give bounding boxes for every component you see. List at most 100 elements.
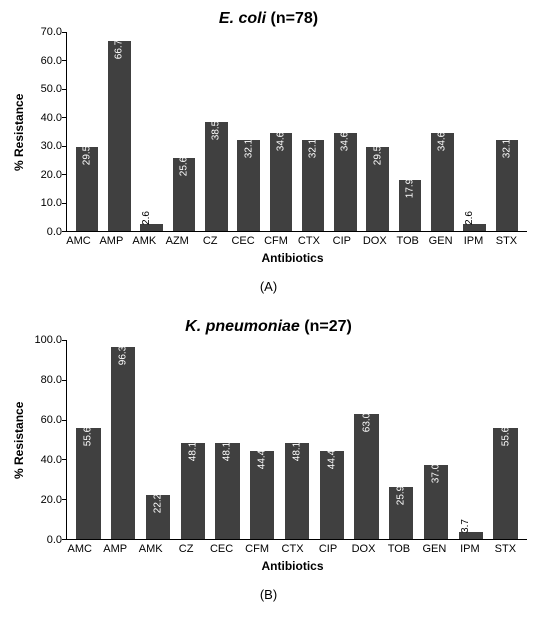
y-axis-label: % Resistance bbox=[10, 340, 28, 540]
bar-value-label: 34.6 bbox=[275, 131, 286, 150]
bar: 2.6 bbox=[140, 224, 163, 231]
bar-slot: 25.6 bbox=[168, 32, 200, 231]
bar: 25.6 bbox=[173, 158, 196, 231]
bar-value-label: 96.3 bbox=[118, 346, 129, 365]
bar-value-label: 25.6 bbox=[178, 157, 189, 176]
n-label: (n=78) bbox=[266, 10, 318, 27]
panel-letter: (B) bbox=[10, 587, 527, 602]
bar-value-label: 22.2 bbox=[152, 494, 163, 513]
bar: 44.4 bbox=[250, 451, 274, 539]
x-category: IPM bbox=[452, 543, 487, 555]
bar-slot: 96.3 bbox=[106, 340, 141, 539]
n-label: (n=27) bbox=[300, 318, 352, 335]
bar: 34.6 bbox=[334, 133, 357, 231]
x-axis: AMCAMPAMKAZMCZCECCFMCTXCIPDOXTOBGENIPMST… bbox=[58, 232, 527, 247]
bar-value-label: 17.9 bbox=[404, 179, 415, 198]
bar: 48.1 bbox=[285, 443, 309, 539]
bar-slot: 37.0 bbox=[419, 340, 454, 539]
bar-value-label: 38.5 bbox=[211, 120, 222, 139]
bar-value-label: 48.1 bbox=[222, 442, 233, 461]
x-category: STX bbox=[490, 235, 523, 247]
bar-slot: 55.6 bbox=[71, 340, 106, 539]
bar-slot: 44.4 bbox=[314, 340, 349, 539]
figure-root: E. coli (n=78) % Resistance70.060.050.040… bbox=[10, 10, 527, 602]
bar-value-label: 32.1 bbox=[308, 139, 319, 158]
bar-value-label: 55.6 bbox=[83, 427, 94, 446]
bars-container: 55.696.322.248.148.144.448.144.463.025.9… bbox=[67, 340, 527, 539]
bar-slot: 3.7 bbox=[453, 340, 488, 539]
x-category: AMP bbox=[97, 543, 132, 555]
bar-slot: 34.6 bbox=[329, 32, 361, 231]
bars-container: 29.566.72.625.638.532.134.632.134.629.51… bbox=[67, 32, 527, 231]
bar-value-label: 34.6 bbox=[437, 131, 448, 150]
bar: 55.6 bbox=[76, 428, 100, 539]
bar: 29.5 bbox=[366, 147, 389, 231]
bar-value-label: 2.6 bbox=[464, 211, 475, 225]
bar: 66.7 bbox=[108, 41, 131, 231]
x-category: CFM bbox=[239, 543, 274, 555]
bar-value-label: 48.1 bbox=[187, 442, 198, 461]
bar-slot: 66.7 bbox=[103, 32, 135, 231]
x-category: CIP bbox=[310, 543, 345, 555]
bar: 3.7 bbox=[459, 532, 483, 539]
x-category: TOB bbox=[381, 543, 416, 555]
x-category: CIP bbox=[325, 235, 358, 247]
bar: 32.1 bbox=[237, 140, 260, 231]
bar-value-label: 29.5 bbox=[372, 146, 383, 165]
x-category: TOB bbox=[391, 235, 424, 247]
bar-slot: 32.1 bbox=[232, 32, 264, 231]
chart-area: % Resistance100.080.060.040.020.00.0 55.6… bbox=[10, 340, 527, 540]
bar: 32.1 bbox=[302, 140, 325, 231]
bar: 38.5 bbox=[205, 122, 228, 231]
chart-chartB: K. pneumoniae (n=27) % Resistance100.080.… bbox=[10, 318, 527, 602]
x-category: IPM bbox=[457, 235, 490, 247]
x-category: CFM bbox=[260, 235, 293, 247]
x-category: CTX bbox=[275, 543, 310, 555]
chart-area: % Resistance70.060.050.040.030.020.010.0… bbox=[10, 32, 527, 232]
x-category: AMC bbox=[62, 543, 97, 555]
chart-title: K. pneumoniae (n=27) bbox=[10, 318, 527, 336]
x-axis-label: Antibiotics bbox=[58, 251, 527, 265]
x-category: CEC bbox=[227, 235, 260, 247]
x-category: CZ bbox=[194, 235, 227, 247]
x-category: DOX bbox=[346, 543, 381, 555]
bar: 25.9 bbox=[389, 487, 413, 539]
y-axis-label: % Resistance bbox=[10, 32, 28, 232]
bar-slot: 63.0 bbox=[349, 340, 384, 539]
species-name: E. coli bbox=[219, 10, 266, 27]
bar-slot: 29.5 bbox=[71, 32, 103, 231]
x-category: STX bbox=[488, 543, 523, 555]
bar-value-label: 3.7 bbox=[460, 519, 471, 533]
bar-slot: 17.9 bbox=[394, 32, 426, 231]
x-category: AMC bbox=[62, 235, 95, 247]
bar-slot: 48.1 bbox=[175, 340, 210, 539]
bar: 34.6 bbox=[270, 133, 293, 231]
x-category: DOX bbox=[358, 235, 391, 247]
bar-value-label: 44.4 bbox=[257, 449, 268, 468]
bar-slot: 2.6 bbox=[458, 32, 490, 231]
bar-value-label: 55.6 bbox=[500, 427, 511, 446]
bar: 63.0 bbox=[354, 414, 378, 539]
y-tick-mark bbox=[62, 539, 67, 540]
y-axis: 100.080.060.040.020.00.0 bbox=[28, 340, 66, 540]
bar-slot: 34.6 bbox=[426, 32, 458, 231]
x-category: AMK bbox=[128, 235, 161, 247]
bar-slot: 32.1 bbox=[491, 32, 523, 231]
bar: 48.1 bbox=[181, 443, 205, 539]
bar-slot: 29.5 bbox=[362, 32, 394, 231]
x-category: CZ bbox=[168, 543, 203, 555]
plot-region: 55.696.322.248.148.144.448.144.463.025.9… bbox=[66, 340, 527, 540]
bar: 37.0 bbox=[424, 465, 448, 539]
bar: 48.1 bbox=[215, 443, 239, 539]
plot-inner: 55.696.322.248.148.144.448.144.463.025.9… bbox=[66, 340, 527, 540]
plot-region: 29.566.72.625.638.532.134.632.134.629.51… bbox=[66, 32, 527, 232]
bar: 96.3 bbox=[111, 347, 135, 539]
x-axis-label: Antibiotics bbox=[58, 559, 527, 573]
bar-value-label: 48.1 bbox=[291, 442, 302, 461]
bar: 2.6 bbox=[463, 224, 486, 231]
x-category: CTX bbox=[292, 235, 325, 247]
y-tick-mark bbox=[62, 231, 67, 232]
x-axis: AMCAMPAMKCZCECCFMCTXCIPDOXTOBGENIPMSTX bbox=[58, 540, 527, 555]
bar-value-label: 34.6 bbox=[340, 131, 351, 150]
bar-slot: 44.4 bbox=[245, 340, 280, 539]
